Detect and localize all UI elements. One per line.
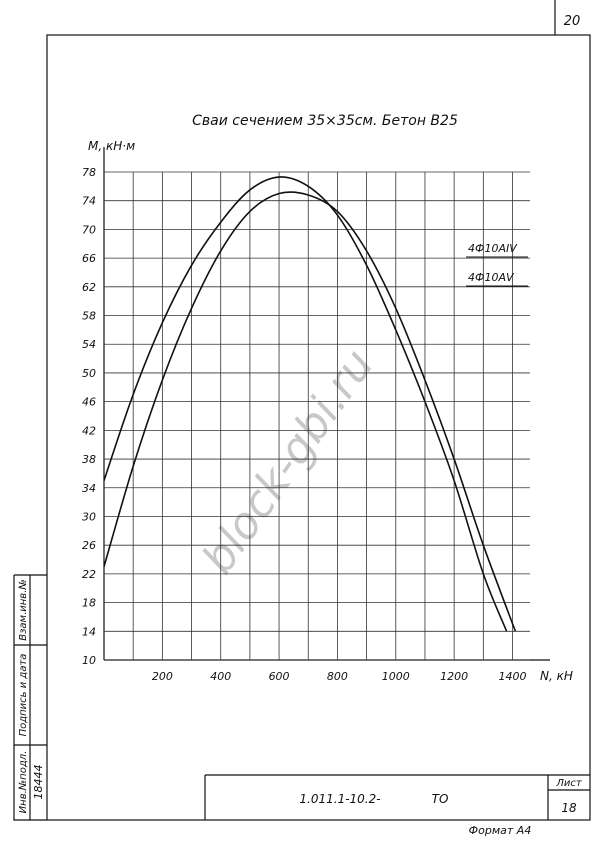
side-stamp bbox=[13, 574, 47, 821]
page-number: 20 bbox=[564, 14, 581, 29]
y-tick-label: 50 bbox=[82, 367, 96, 380]
x-tick-label: 600 bbox=[269, 670, 290, 683]
sheet-number: 18 bbox=[561, 801, 577, 815]
y-tick-label: 66 bbox=[82, 252, 96, 265]
x-axis-label: N, кН bbox=[540, 669, 573, 683]
curve bbox=[103, 191, 517, 632]
y-tick-label: 14 bbox=[82, 625, 96, 638]
stamp-text: Взам.инв.№ bbox=[18, 579, 29, 641]
y-tick-label: 54 bbox=[82, 338, 96, 351]
y-tick-label: 34 bbox=[82, 482, 96, 495]
y-tick-label: 10 bbox=[82, 654, 96, 667]
y-tick-label: 74 bbox=[82, 195, 96, 208]
doc-type: ТО bbox=[432, 792, 449, 806]
inv-number: 18444 bbox=[32, 765, 45, 800]
y-tick-label: 38 bbox=[82, 453, 96, 466]
stamp-text: Инв.№подл. bbox=[18, 751, 29, 814]
format: Формат А4 bbox=[469, 824, 532, 837]
y-tick-label: 46 bbox=[82, 396, 96, 409]
y-tick-label: 78 bbox=[82, 166, 96, 179]
doc-code: 1.011.1-10.2- bbox=[299, 792, 380, 806]
y-tick-label: 42 bbox=[82, 424, 96, 437]
x-tick-label: 400 bbox=[210, 670, 231, 683]
y-tick-label: 58 bbox=[82, 310, 96, 323]
curve bbox=[103, 176, 508, 632]
y-axis-label: М, кН·м bbox=[88, 139, 135, 153]
y-tick-label: 22 bbox=[82, 568, 96, 581]
y-tick-label: 26 bbox=[82, 539, 96, 552]
x-tick-label: 1400 bbox=[498, 670, 526, 683]
x-tick-label: 1000 bbox=[382, 670, 410, 683]
y-tick-label: 18 bbox=[82, 597, 96, 610]
y-tick-label: 70 bbox=[82, 223, 96, 236]
x-tick-label: 800 bbox=[327, 670, 348, 683]
legend-label: 4Ф10АIV bbox=[468, 242, 518, 255]
watermark: block-gbi.ru bbox=[192, 340, 383, 583]
frame bbox=[46, 34, 591, 821]
chart-title: Сваи сечением 35×35см. Бетон В25 bbox=[192, 113, 458, 129]
x-tick-label: 1200 bbox=[440, 670, 468, 683]
title-block bbox=[204, 774, 590, 820]
sheet-label: Лист bbox=[555, 778, 583, 789]
stamp-text: Подпись и дата bbox=[18, 654, 29, 737]
legend-label: 4Ф10АV bbox=[468, 271, 515, 284]
y-tick-label: 62 bbox=[82, 281, 96, 294]
y-tick-label: 30 bbox=[82, 510, 96, 523]
x-tick-label: 200 bbox=[152, 670, 173, 683]
